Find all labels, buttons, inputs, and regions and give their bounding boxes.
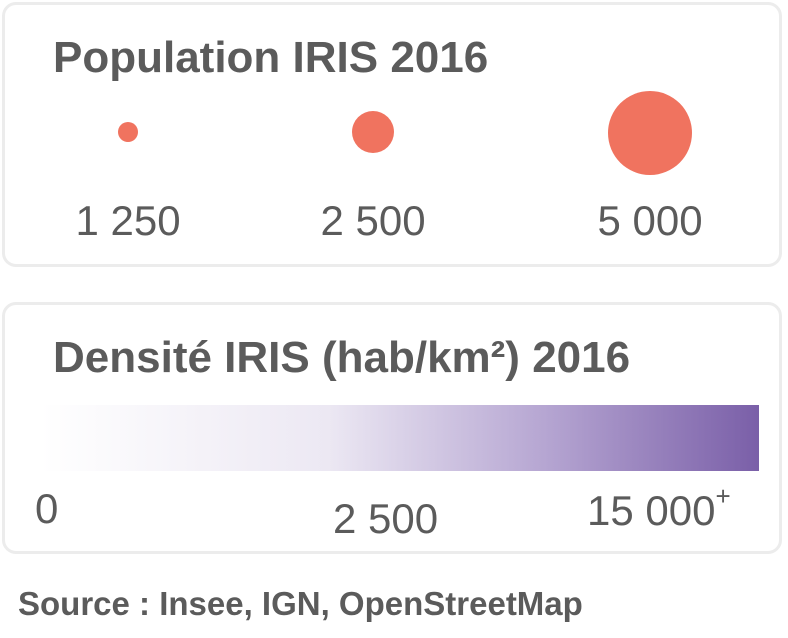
population-bubble-large (608, 91, 692, 175)
population-legend-panel: Population IRIS 2016 1 250 2 500 5 000 (2, 2, 782, 267)
population-bubble-small (118, 122, 138, 142)
population-bubble-medium (352, 111, 394, 153)
density-label-max-suffix: + (715, 481, 731, 511)
population-label-medium: 2 500 (320, 197, 426, 244)
density-label-max: 15 000+ (587, 481, 731, 535)
density-color-scale (41, 405, 759, 471)
density-label-min: 0 (35, 485, 59, 532)
density-legend-title: Densité IRIS (hab/km²) 2016 (53, 333, 631, 382)
population-label-small: 1 250 (75, 197, 181, 244)
density-label-max-value: 15 000 (587, 487, 716, 534)
population-legend-title: Population IRIS 2016 (53, 33, 489, 82)
density-label-mid: 2 500 (333, 495, 439, 542)
population-label-large: 5 000 (597, 197, 703, 244)
density-legend-panel: Densité IRIS (hab/km²) 2016 0 2 500 15 0… (2, 302, 782, 554)
source-credit: Source : Insee, IGN, OpenStreetMap (18, 585, 583, 622)
